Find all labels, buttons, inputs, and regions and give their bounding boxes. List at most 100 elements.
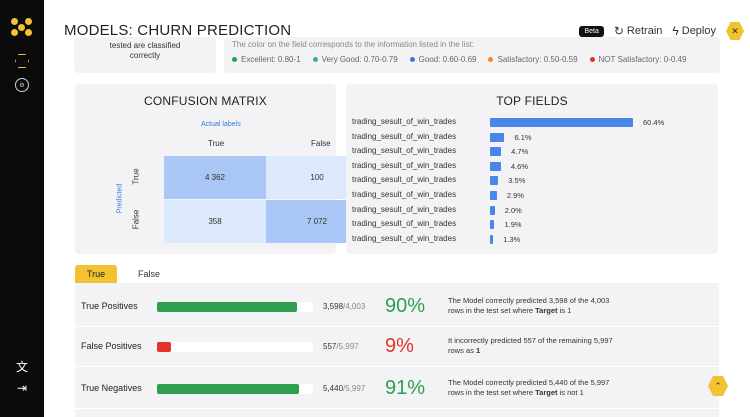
legend-title: The color on the field corresponds to th… bbox=[232, 40, 474, 49]
column-header-false: False bbox=[311, 139, 331, 148]
legend-label: Excellent: 0.80-1 bbox=[241, 55, 301, 64]
legend-label: Satisfactory: 0.50-0.59 bbox=[497, 55, 578, 64]
legend-dot-icon bbox=[409, 57, 415, 62]
metric-description: It incorrectly predicted 557 of the rema… bbox=[448, 336, 613, 355]
top-field-bar bbox=[490, 205, 495, 215]
metric-label: True Negatives bbox=[81, 383, 142, 393]
top-field-value: 2.9% bbox=[506, 191, 524, 200]
top-field-row: trading_sesult_of_win_trades 4.7% bbox=[352, 146, 712, 158]
metric-percent: 90% bbox=[385, 295, 426, 317]
legend-items: Excellent: 0.80-1 Very Good: 0.70-0.79 Goo… bbox=[232, 55, 712, 64]
metric-description: The Model correctly predicted 5,440 of t… bbox=[448, 378, 610, 397]
legend-label: NOT Satisfactory: 0-0.49 bbox=[598, 55, 687, 64]
bolt-icon: ϟ bbox=[672, 24, 679, 38]
legend-dot-icon bbox=[589, 57, 595, 62]
legend-dot-icon bbox=[488, 57, 494, 62]
top-field-row: trading_sesult_of_win_trades 1.9% bbox=[352, 219, 712, 231]
column-header-true: True bbox=[208, 139, 225, 148]
model-hex-icon[interactable]: ⚙ bbox=[14, 77, 30, 93]
top-field-value: 6.1% bbox=[514, 132, 532, 142]
top-field-value: 4.7% bbox=[511, 147, 529, 157]
top-field-row: trading_sesult_of_win_trades 60.4% bbox=[352, 117, 712, 129]
top-field-bar bbox=[490, 220, 495, 230]
row-header-true: True bbox=[131, 168, 141, 185]
legend-item: Excellent: 0.80-1 bbox=[232, 55, 301, 64]
beta-badge: Beta bbox=[579, 25, 604, 37]
top-field-label: trading_sesult_of_win_trades bbox=[352, 204, 457, 214]
top-field-label: trading_sesult_of_win_trades bbox=[352, 219, 457, 229]
deploy-button[interactable]: ϟ Deploy bbox=[672, 24, 716, 38]
top-field-bar bbox=[490, 118, 633, 127]
top-field-bar bbox=[490, 191, 497, 200]
tab-true[interactable]: True bbox=[75, 265, 117, 283]
top-field-row: trading_sesult_of_win_trades 1.3% bbox=[352, 234, 712, 246]
legend-label: Good: 0.60-0.69 bbox=[418, 55, 477, 64]
top-field-row: trading_sesult_of_win_trades 2.0% bbox=[352, 205, 712, 217]
top-field-bar bbox=[490, 176, 499, 186]
top-field-row: trading_sesult_of_win_trades 6.1% bbox=[352, 132, 712, 144]
top-field-label: trading_sesult_of_win_trades bbox=[352, 190, 457, 199]
top-fields-title: TOP FIELDS bbox=[496, 94, 568, 108]
metric-label: True Positives bbox=[81, 301, 138, 311]
metric-description: The Model correctly predicted 3,598 of t… bbox=[448, 296, 610, 315]
top-field-row: trading_sesult_of_win_trades 4.6% bbox=[352, 161, 712, 173]
legend-dot-icon bbox=[312, 57, 318, 62]
metric-progress-track bbox=[157, 342, 313, 352]
legend-dot-icon bbox=[232, 57, 237, 62]
header: MODELS: CHURN PREDICTION Beta ↻ Retrain ϟ… bbox=[64, 20, 744, 42]
matrix-cell-tp: 4 362 bbox=[164, 156, 266, 199]
scroll-top-icon[interactable]: ⌃ bbox=[708, 376, 728, 396]
legend-item: NOT Satisfactory: 0-0.49 bbox=[589, 55, 687, 64]
legend-label: Very Good: 0.70-0.79 bbox=[321, 55, 398, 64]
legend-item: Good: 0.60-0.69 bbox=[409, 55, 477, 64]
metric-progress-track bbox=[157, 384, 313, 394]
top-field-label: trading_sesult_of_win_trades bbox=[352, 175, 457, 185]
logout-icon[interactable]: ⇥ bbox=[16, 381, 28, 395]
metric-percent: 91% bbox=[385, 377, 426, 399]
accuracy-info-text: tested are classified correctly bbox=[109, 41, 181, 60]
top-field-value: 4.6% bbox=[510, 161, 528, 171]
top-field-value: 2.0% bbox=[504, 205, 522, 215]
metric-row: True Positives 3,598/4,003 90% The Model co… bbox=[75, 287, 719, 327]
predicted-caption: Predicted bbox=[116, 183, 124, 214]
metric-count: 3,598/4,003 bbox=[323, 302, 366, 311]
close-icon[interactable]: ✕ bbox=[726, 22, 744, 40]
top-field-value: 1.3% bbox=[503, 234, 521, 244]
top-field-bar bbox=[490, 132, 505, 142]
legend-item: Satisfactory: 0.50-0.59 bbox=[488, 55, 578, 64]
row-header-false: False bbox=[131, 209, 141, 230]
top-field-value: 3.5% bbox=[508, 176, 526, 186]
confusion-matrix-card: CONFUSION MATRIX Actual labels True Fals… bbox=[75, 84, 368, 254]
metrics-panel: True Positives 3,598/4,003 90% The Model co… bbox=[75, 283, 719, 417]
legend-item: Very Good: 0.70-0.79 bbox=[312, 55, 398, 64]
retrain-button[interactable]: ↻ Retrain bbox=[613, 24, 663, 38]
top-field-bar bbox=[490, 161, 501, 171]
top-field-bar bbox=[490, 147, 502, 157]
tab-false[interactable]: False bbox=[137, 269, 160, 279]
top-field-bar bbox=[490, 234, 494, 244]
top-field-label: trading_sesult_of_win_trades bbox=[352, 146, 457, 156]
top-field-row: trading_sesult_of_win_trades 2.9% bbox=[352, 190, 712, 202]
metric-count: 5,440/5,997 bbox=[323, 384, 366, 393]
accuracy-info-card: tested are classified correctly bbox=[74, 37, 216, 73]
header-actions: Beta ↻ Retrain ϟ Deploy ✕ bbox=[579, 20, 744, 42]
metric-progress-track bbox=[157, 302, 313, 312]
metric-count: 557/5,997 bbox=[323, 342, 359, 351]
logo-icon[interactable] bbox=[11, 18, 33, 36]
score-legend: The color on the field corresponds to th… bbox=[224, 37, 720, 73]
matrix-cell-fn: 358 bbox=[164, 200, 266, 243]
metric-progress-fill bbox=[157, 302, 298, 312]
metric-row: True Negatives 5,440/5,997 91% The Model co… bbox=[75, 369, 719, 409]
list-hex-icon[interactable] bbox=[14, 53, 30, 69]
top-field-label: trading_sesult_of_win_trades bbox=[352, 131, 457, 141]
confusion-matrix-title: CONFUSION MATRIX bbox=[144, 94, 267, 108]
top-field-label: trading_sesult_of_win_trades bbox=[352, 160, 457, 170]
main-panel: MODELS: CHURN PREDICTION Beta ↻ Retrain ϟ… bbox=[44, 0, 750, 417]
actual-labels-caption: Actual labels bbox=[201, 121, 241, 128]
top-field-value: 60.4% bbox=[643, 118, 665, 127]
top-field-row: trading_sesult_of_win_trades 3.5% bbox=[352, 175, 712, 187]
page-title: MODELS: CHURN PREDICTION bbox=[64, 22, 292, 39]
metric-percent: 9% bbox=[385, 335, 414, 357]
metric-row: False Positives 557/5,997 9% It incorrectly… bbox=[75, 327, 719, 367]
translate-icon[interactable]: 文 bbox=[15, 359, 28, 374]
